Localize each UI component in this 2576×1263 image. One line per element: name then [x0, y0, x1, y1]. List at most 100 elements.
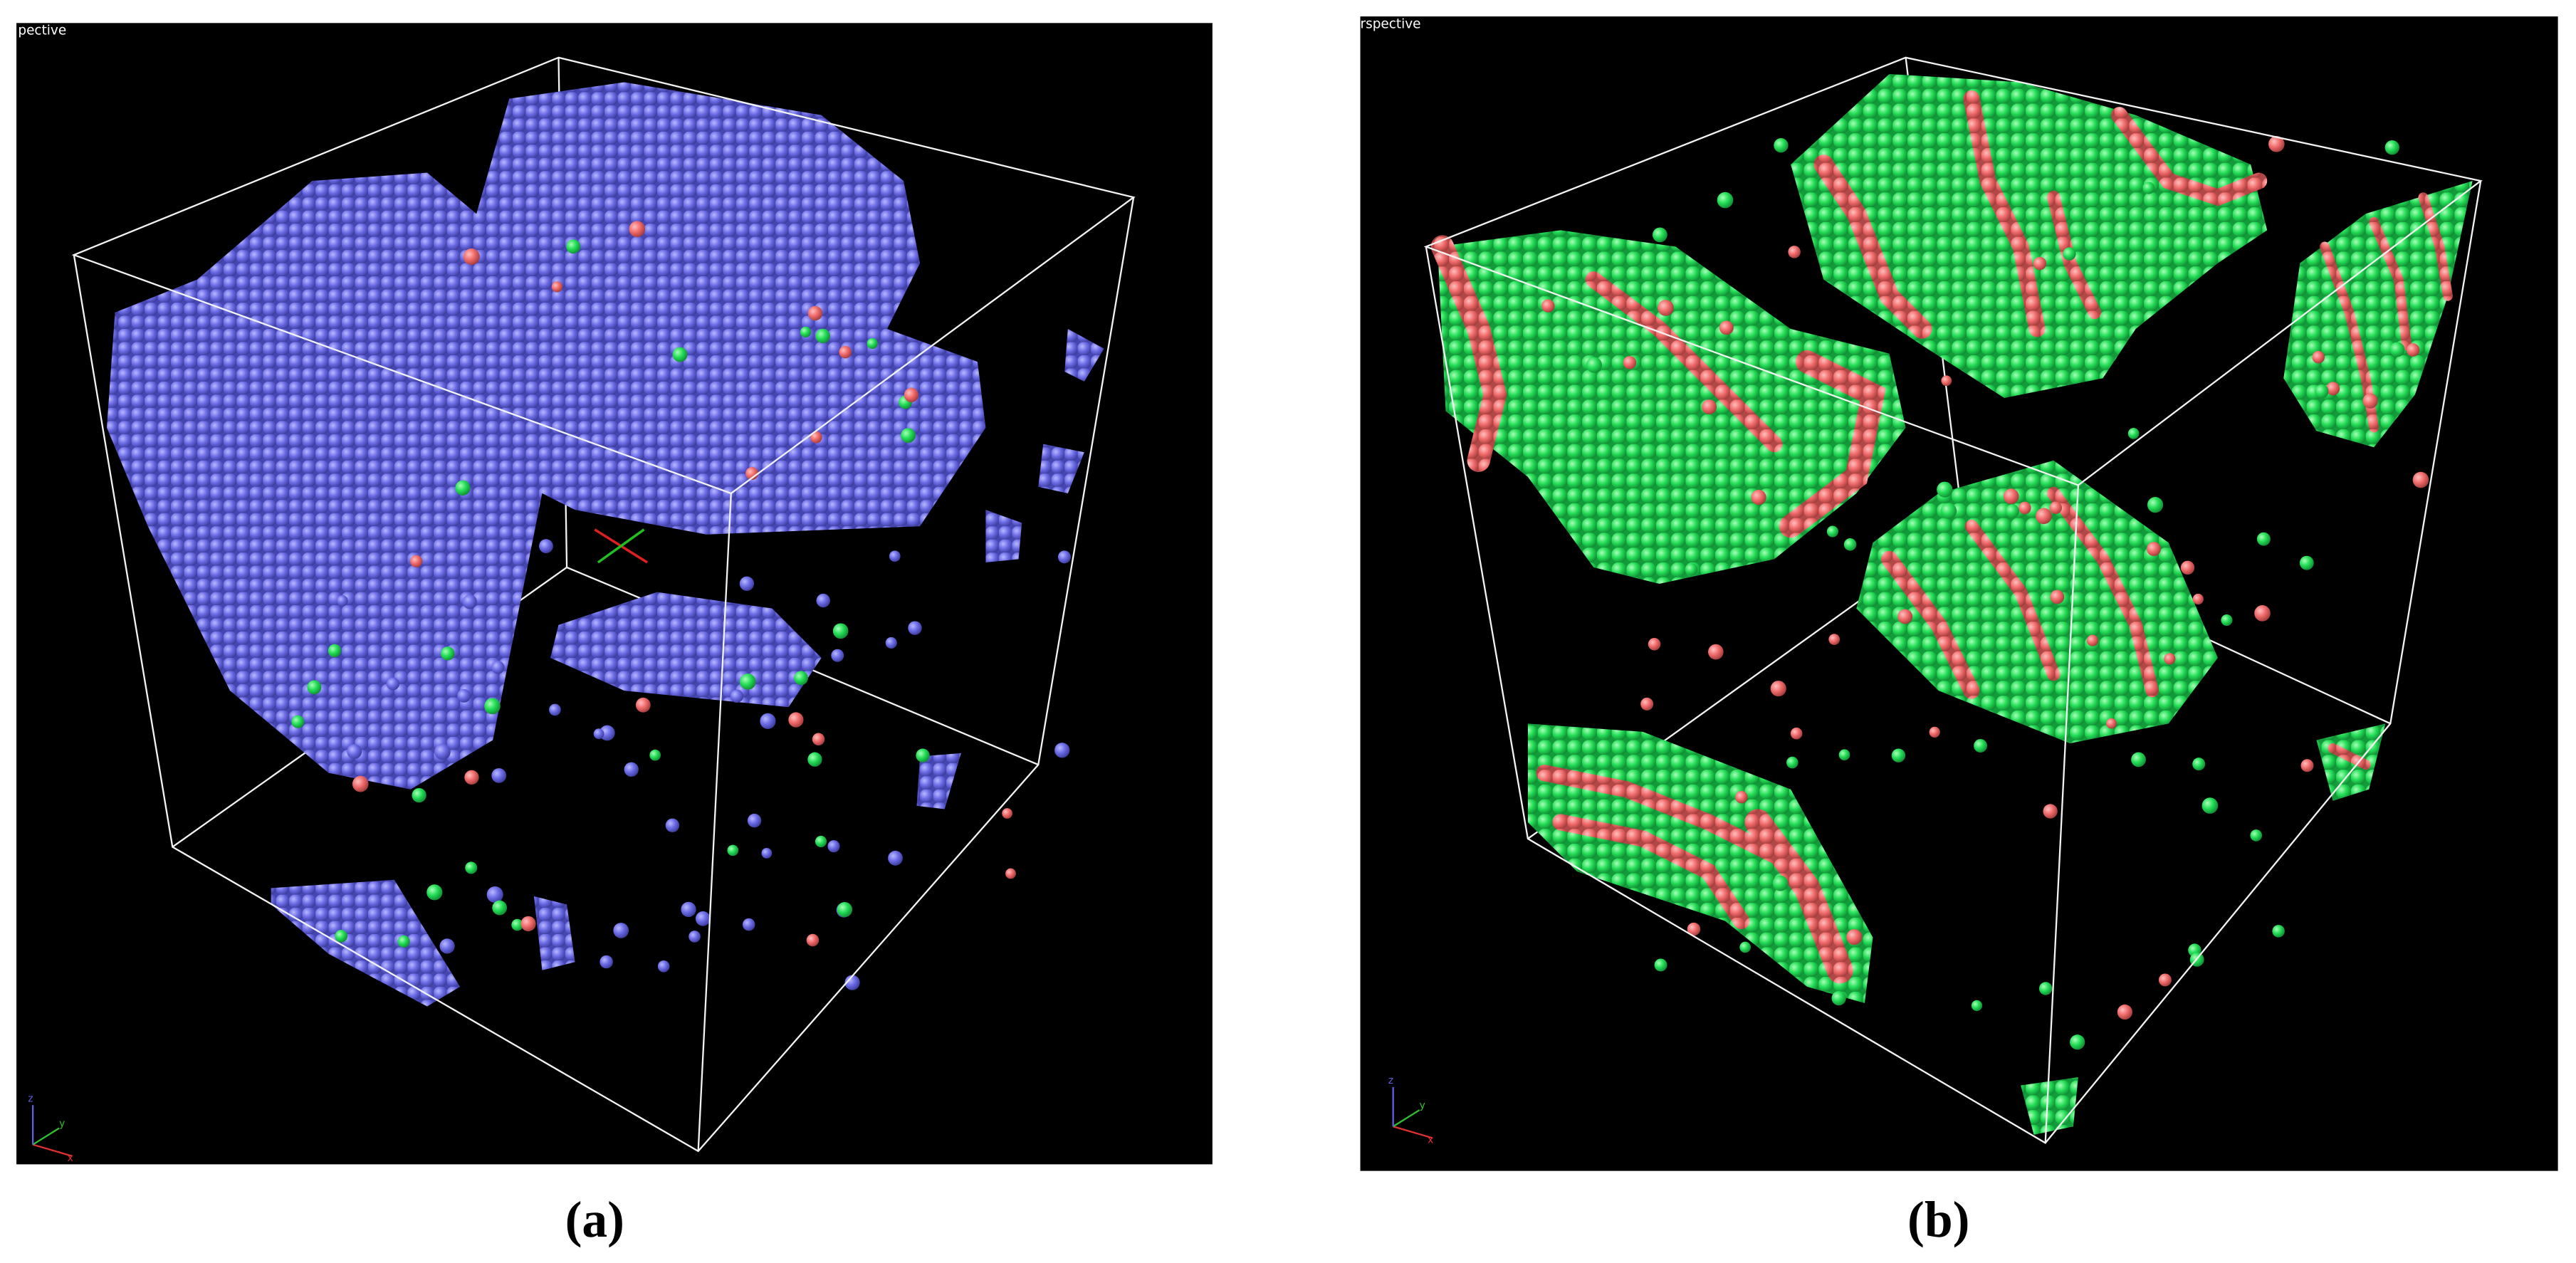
- atom: [672, 347, 688, 362]
- atom: [761, 847, 773, 859]
- atom: [465, 861, 478, 874]
- atom: [1974, 739, 1988, 753]
- atom: [2164, 653, 2176, 665]
- atom: [1586, 357, 1602, 373]
- atom: [2315, 384, 2329, 399]
- atom: [462, 594, 477, 609]
- atom: [629, 221, 646, 238]
- axis-label: x: [68, 1153, 73, 1164]
- atom: [434, 743, 451, 760]
- atom: [1719, 320, 1734, 335]
- atom: [2299, 555, 2314, 570]
- atom: [807, 752, 822, 767]
- axis-label: z: [1388, 1075, 1393, 1086]
- atom: [1702, 399, 1717, 414]
- atom: [2086, 634, 2099, 646]
- atom: [439, 938, 455, 954]
- atom: [291, 715, 305, 728]
- atom: [2043, 804, 2058, 819]
- atom: [566, 239, 581, 254]
- atom-cluster: [1064, 328, 1104, 382]
- atom: [1940, 503, 1957, 520]
- atom: [457, 688, 471, 703]
- atom: [486, 886, 503, 903]
- atom: [2033, 256, 2047, 271]
- caption: (b): [1907, 1192, 1969, 1248]
- atom: [397, 935, 410, 948]
- atom: [1057, 550, 1071, 564]
- atom-cluster: [985, 510, 1022, 562]
- atom: [600, 955, 613, 969]
- atom: [1002, 808, 1013, 819]
- atom: [539, 539, 553, 554]
- atom: [2412, 471, 2429, 488]
- atom: [649, 749, 661, 761]
- atom: [463, 248, 480, 266]
- atom: [1897, 609, 1913, 624]
- atom: [1772, 875, 1789, 891]
- atom: [885, 636, 897, 649]
- atom: [1891, 748, 1906, 762]
- atom: [839, 345, 852, 359]
- atom: [2038, 982, 2053, 995]
- atom: [904, 387, 919, 403]
- atom: [337, 594, 348, 607]
- atom: [730, 689, 744, 703]
- atom: [800, 326, 812, 337]
- atom-cluster: [2283, 181, 2473, 448]
- atom: [806, 933, 820, 947]
- atom: [2192, 593, 2204, 605]
- atom: [747, 813, 762, 828]
- atom: [794, 671, 809, 686]
- atom: [2117, 1004, 2133, 1020]
- atom: [2250, 829, 2263, 842]
- atom: [491, 767, 507, 783]
- atom: [2256, 532, 2271, 546]
- origin-marker: [594, 528, 649, 564]
- atom: [2063, 247, 2076, 261]
- viewport-b: rspective: [1360, 16, 2558, 1248]
- atom: [2221, 614, 2233, 627]
- atom: [1653, 227, 1667, 243]
- atom: [593, 728, 604, 740]
- atom: [2180, 560, 2195, 575]
- cell-box-front: [71, 56, 1136, 1153]
- viewport-label: rspective: [1361, 16, 1421, 31]
- atom: [2050, 589, 2065, 604]
- atom: [2326, 382, 2340, 396]
- atom: [1739, 941, 1751, 953]
- atom: [464, 770, 479, 785]
- atom: [837, 901, 853, 918]
- axis-label: y: [59, 1118, 65, 1129]
- atom: [1929, 726, 1940, 738]
- atom: [386, 677, 399, 691]
- atom: [727, 844, 739, 856]
- atom: [831, 649, 844, 662]
- atom: [2003, 488, 2019, 504]
- atom: [1735, 790, 1748, 804]
- atom: [520, 916, 536, 932]
- atom: [624, 762, 639, 777]
- atom: [484, 698, 501, 715]
- atom: [1658, 300, 1674, 316]
- axis-label: y: [1420, 1100, 1425, 1111]
- atom: [2036, 508, 2052, 525]
- atom: [665, 818, 680, 833]
- viewport-a: pective x y z (a): [16, 23, 1213, 1248]
- atom: [1828, 634, 1841, 645]
- atom: [1790, 727, 1803, 740]
- atom: [908, 621, 922, 635]
- atom: [410, 555, 423, 567]
- atom-stripes: [1430, 90, 2453, 984]
- atom: [441, 646, 455, 661]
- atom: [1937, 481, 1953, 498]
- atom-clusters: [1430, 73, 2473, 1135]
- atom: [307, 680, 322, 695]
- atom: [695, 911, 711, 926]
- atom: [2106, 718, 2117, 729]
- atom: [347, 744, 362, 760]
- atom: [2272, 925, 2285, 938]
- atom: [1623, 356, 1637, 370]
